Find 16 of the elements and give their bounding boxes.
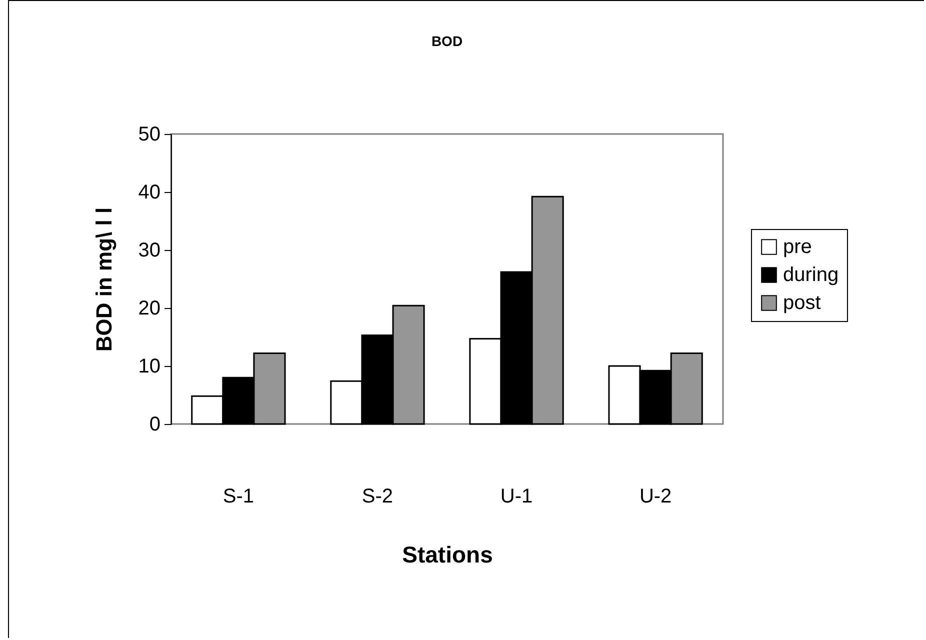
chart-title: BOD [431,33,463,49]
y-tick-label: 40 [138,182,160,204]
y-tick-label: 0 [149,414,160,436]
y-tick-label: 30 [138,240,160,262]
x-tick-label: U-1 [500,486,533,508]
y-tick-label: 10 [138,356,160,378]
y-tick-label: 50 [138,124,160,146]
x-tick-label: S-2 [362,486,394,508]
x-tick-label: S-1 [222,486,254,508]
y-tick-label: 20 [138,298,160,320]
legend-label: during [783,264,839,286]
y-axis-title: BOD in mg\ l l [91,207,116,352]
x-tick-label: U-2 [639,486,672,508]
legend-label: pre [783,236,812,258]
legend-label: post [783,292,822,314]
x-axis-title: Stations [402,542,493,568]
